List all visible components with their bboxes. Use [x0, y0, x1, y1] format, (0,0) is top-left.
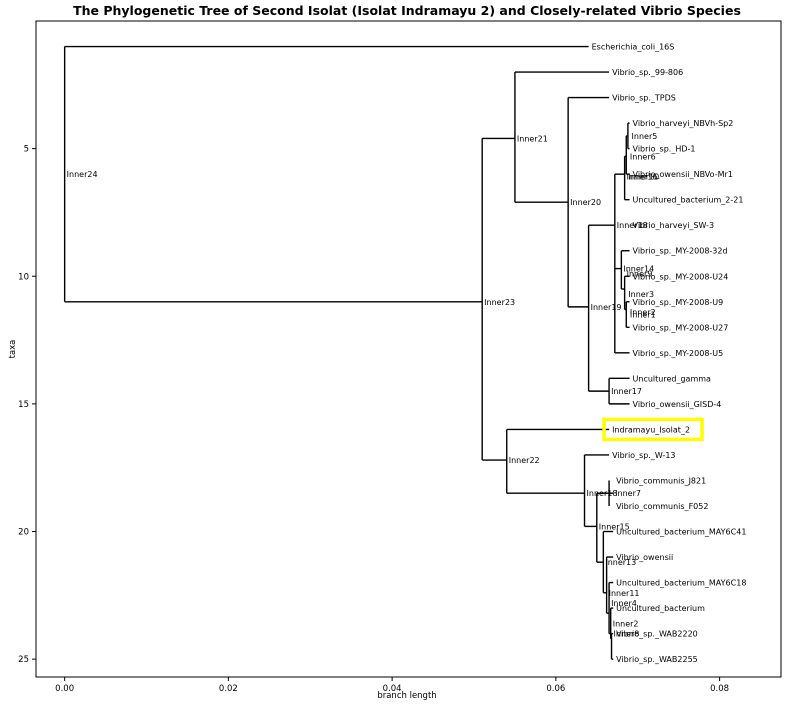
x-axis-label: branch length: [377, 691, 436, 701]
inner-node-label: Inner4: [611, 599, 637, 608]
tree-branches: [63, 45, 630, 660]
chart-title: The Phylogenetic Tree of Second Isolat (…: [73, 3, 741, 18]
inner-node-label: Inner11: [609, 589, 640, 598]
leaf-label: Uncultured_bacterium_2-21: [633, 196, 744, 205]
leaf-label: Vibrio_sp._MY-2008-U24: [633, 272, 729, 281]
leaf-label: Vibrio_harveyi_SW-3: [633, 221, 715, 230]
y-tick-label: 15: [18, 400, 29, 410]
tree-labels: Escherichia_coli_16S Vibrio_sp._99-806 Vib…: [67, 43, 747, 665]
leaf-label: Vibrio_sp._MY-2008-U27: [633, 323, 729, 332]
inner-node-label: Inner19: [591, 303, 622, 312]
inner-node-label: Inner18: [617, 221, 648, 230]
inner-node-label: Inner18: [587, 489, 618, 498]
leaf-label: Vibrio_sp._HD-1: [633, 145, 696, 154]
y-tick-label: 20: [18, 528, 29, 538]
leaf-label: Vibrio_sp._99-806: [612, 68, 683, 77]
leaf-label: Escherichia_coli_16S: [592, 43, 675, 52]
y-tick-label: 10: [18, 272, 29, 282]
leaf-label: Vibrio_sp._WAB2220: [616, 630, 698, 639]
y-axis-label: taxa: [8, 340, 18, 359]
y-axis: 5 10 15 20 25: [18, 145, 36, 665]
leaf-label: Vibrio_communis_J821: [616, 476, 706, 485]
leaf-label: Uncultured_bacterium: [616, 604, 705, 613]
leaf-label: Vibrio_sp._MY-2008-32d: [633, 247, 728, 256]
inner-node-label: Inner10: [628, 173, 659, 182]
inner-node-label: Inner16: [627, 173, 658, 182]
inner-node-label: Inner5: [632, 132, 658, 141]
x-tick-label: 0.06: [546, 684, 565, 694]
leaf-label: Indramayu_Isolat_2: [612, 425, 690, 434]
inner-node-label: Inner14: [623, 265, 654, 274]
y-tick-label: 25: [18, 655, 29, 665]
inner-node-label: Inner22: [509, 456, 540, 465]
leaf-label: Uncultured_gamma: [633, 374, 712, 383]
y-tick-label: 5: [24, 145, 29, 155]
inner-node-label: Inner6: [630, 152, 656, 161]
inner-node-label: Inner2: [630, 308, 656, 317]
inner-node-label: Inner7: [615, 489, 641, 498]
inner-node-label: Inner2: [613, 619, 639, 628]
leaf-label: Vibrio_sp._TPDS: [612, 94, 676, 103]
inner-node-label: Inner13: [605, 558, 636, 567]
leaf-label: Uncultured_bacterium_MAY6C18: [616, 579, 746, 588]
x-axis: 0.00 0.02 0.04 0.06 0.08: [55, 677, 729, 694]
leaf-label: Vibrio_sp._W-13: [612, 451, 675, 460]
leaf-label: Vibrio_sp._MY-2008-U9: [633, 298, 724, 307]
leaf-label: Vibrio_owensii: [616, 553, 673, 562]
leaf-label: Vibrio_owensii_NBVo-Mr1: [633, 170, 733, 179]
highlight-box: [602, 417, 704, 442]
inner-node-label: Inner1: [630, 311, 656, 320]
x-tick-label: 0.04: [383, 684, 402, 694]
inner-node-label: Inner9: [627, 270, 653, 279]
leaf-label: Vibrio_owensii_GISD-4: [633, 400, 722, 409]
inner-node-label: Inner8: [614, 630, 640, 639]
inner-node-label: Inner17: [611, 387, 642, 396]
leaf-label: Vibrio_harveyi_NBVh-Sp2: [633, 119, 734, 128]
inner-node-label: Inner3: [628, 290, 654, 299]
x-tick-label: 0.00: [55, 684, 74, 694]
leaf-label: Vibrio_sp._MY-2008-U5: [633, 349, 724, 358]
x-tick-label: 0.08: [710, 684, 729, 694]
leaf-label: Vibrio_communis_F052: [616, 502, 708, 511]
inner-node-label: Inner24: [67, 170, 98, 179]
inner-node-label: Inner15: [599, 522, 630, 531]
plot-frame: [35, 20, 782, 678]
x-tick-label: 0.02: [219, 684, 238, 694]
leaf-label: Vibrio_sp._WAB2255: [616, 655, 698, 664]
inner-node-label: Inner20: [570, 198, 601, 207]
inner-node-label: Inner21: [517, 134, 548, 143]
inner-node-label: Inner23: [484, 298, 515, 307]
leaf-label: Uncultured_bacterium_MAY6C41: [616, 528, 746, 537]
